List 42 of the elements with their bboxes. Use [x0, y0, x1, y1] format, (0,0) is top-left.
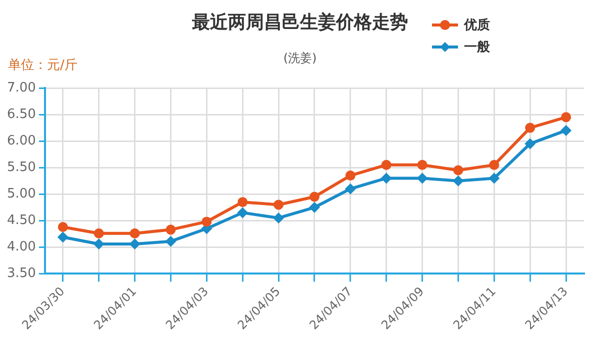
point	[453, 165, 464, 176]
point	[57, 232, 68, 243]
point	[525, 122, 536, 133]
legend-label: 优质	[464, 17, 490, 34]
point	[93, 238, 104, 250]
point	[344, 183, 356, 194]
point	[237, 207, 248, 218]
point	[238, 197, 248, 208]
point	[417, 160, 428, 170]
y-tick-label: 5.50	[6, 160, 36, 175]
point	[129, 238, 140, 250]
y-axis-title: 单位：元/斤	[8, 57, 78, 74]
point	[560, 124, 572, 136]
y-tick-label: 6.50	[6, 106, 36, 122]
point	[561, 112, 572, 122]
point	[58, 222, 68, 232]
y-tick-label: 7.00	[6, 80, 36, 96]
chart-title: 最近两周昌邑生姜价格走势	[191, 11, 409, 34]
point	[416, 172, 428, 184]
point	[488, 172, 500, 184]
point	[452, 175, 464, 186]
point	[165, 236, 176, 247]
point	[524, 138, 536, 150]
point	[345, 170, 356, 181]
point	[166, 224, 176, 235]
y-tick-label: 5.00	[6, 186, 36, 202]
point	[309, 192, 320, 202]
y-tick-label: 6.00	[6, 133, 36, 148]
point	[94, 228, 104, 238]
point	[273, 212, 284, 224]
y-tick-label: 4.50	[6, 213, 36, 228]
y-tick-label: 3.50	[6, 266, 36, 282]
point	[381, 160, 392, 170]
point	[380, 172, 392, 184]
y-tick-label: 4.00	[6, 240, 36, 255]
legend-label: 一般	[464, 39, 490, 56]
chart-subtitle: (洗姜)	[282, 50, 318, 67]
point	[274, 200, 284, 210]
point	[308, 202, 320, 213]
point	[130, 228, 140, 238]
point	[202, 216, 212, 227]
point	[489, 160, 500, 170]
